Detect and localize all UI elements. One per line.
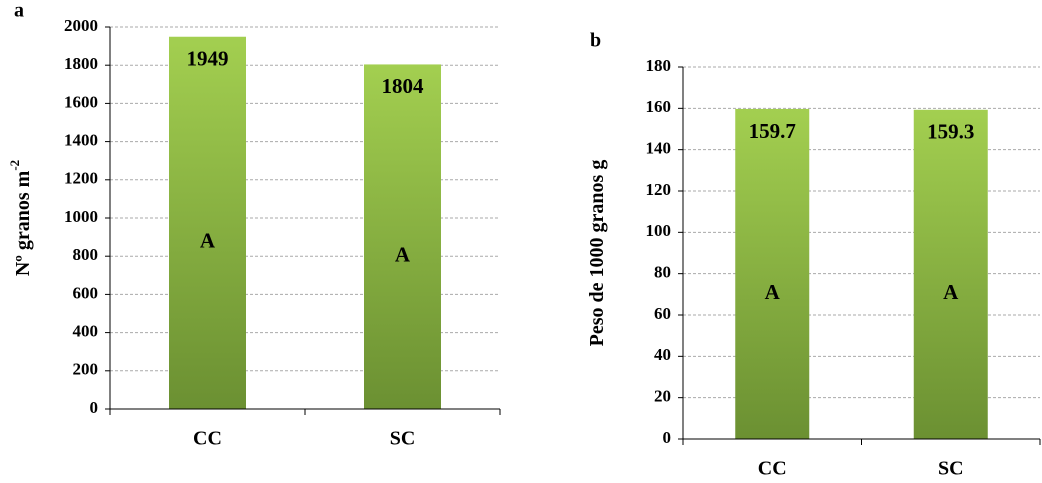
x-tick-label: SC [390,428,416,450]
bar [364,64,441,409]
y-tick-label: 1000 [64,207,98,226]
x-tick-label: SC [938,458,964,480]
bar [735,108,810,439]
y-axis-label: Nº granos m-2 [7,160,34,276]
y-tick-label: 100 [646,221,672,240]
bar [169,36,246,410]
y-tick-label: 1600 [64,92,98,111]
y-tick-label: 200 [73,360,99,379]
y-axis-label-text: Peso de 1000 granos g [586,160,608,347]
y-tick-label: 1400 [64,131,98,150]
x-tick-label: CC [758,458,787,480]
y-tick-label: 160 [646,97,672,116]
y-tick-label: 0 [663,428,672,447]
y-tick-label: 400 [73,322,99,341]
y-tick-label: 2000 [64,16,98,35]
y-tick-label: 800 [73,245,99,264]
significance-letter: A [765,280,781,304]
bar [913,109,988,439]
y-axis-label-superscript: -2 [7,160,22,171]
significance-letter: A [200,229,216,253]
x-tick-label: CC [193,428,222,450]
y-tick-label: 40 [654,345,671,364]
y-tick-label: 80 [654,263,671,282]
y-tick-label: 1200 [64,169,98,188]
y-tick-label: 20 [654,387,671,406]
y-tick-label: 0 [90,398,99,417]
data-label: 159.7 [749,119,796,143]
significance-letter: A [395,243,411,267]
y-tick-label: 120 [646,180,672,199]
panel-label: b [590,30,601,52]
panel-label: a [14,0,24,22]
y-tick-label: 140 [646,139,672,158]
y-axis-label-text: Nº granos m [12,170,34,276]
data-label: 1949 [187,47,229,71]
data-label: 159.3 [927,120,974,144]
y-tick-label: 180 [646,56,672,75]
y-tick-label: 60 [654,304,671,323]
y-axis-label: Peso de 1000 granos g [586,160,608,347]
significance-letter: A [943,280,959,304]
data-label: 1804 [382,74,425,98]
y-tick-label: 600 [73,283,99,302]
y-tick-label: 1800 [64,54,98,73]
